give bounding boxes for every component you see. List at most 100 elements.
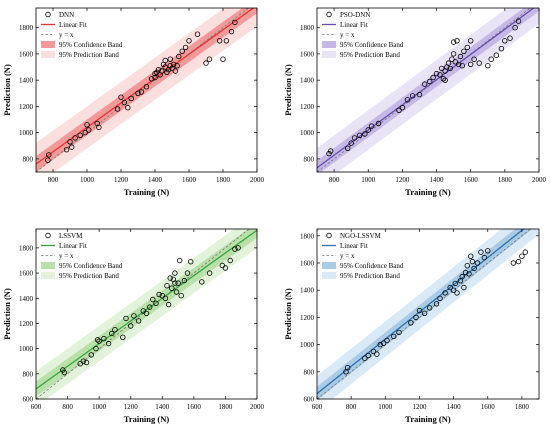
data-point <box>112 327 118 333</box>
legend-label: Linear Fit <box>59 242 87 250</box>
legend-label: 95% Confidence Band <box>59 262 123 270</box>
y-tick-label: 1000 <box>19 129 34 137</box>
x-tick-label: 1400 <box>430 176 445 184</box>
y-tick-label: 800 <box>23 370 34 378</box>
data-point <box>454 290 460 296</box>
data-point <box>223 38 230 44</box>
data-point <box>377 341 383 348</box>
data-point <box>459 273 465 280</box>
data-point <box>228 28 235 35</box>
data-point <box>172 270 178 276</box>
data-point <box>502 38 508 44</box>
data-point <box>471 56 477 62</box>
data-point <box>512 25 518 31</box>
data-point <box>481 254 488 261</box>
data-point <box>118 94 124 100</box>
data-point <box>63 146 70 153</box>
x-tick-label: 1800 <box>498 176 513 184</box>
data-point <box>121 99 128 106</box>
x-tick-label: 1800 <box>216 176 231 184</box>
data-point <box>452 59 458 65</box>
data-point <box>184 270 191 276</box>
data-point <box>485 62 491 69</box>
data-point <box>474 260 481 266</box>
x-tick-label: 800 <box>346 403 357 411</box>
legend-label: y = x <box>59 252 74 260</box>
linear-fit-line <box>317 229 525 395</box>
data-point <box>427 305 433 311</box>
data-point <box>416 91 423 98</box>
legend: NGO-LSSVM Linear Fit y = x 95% Confidence B… <box>322 232 404 280</box>
data-point <box>440 76 447 82</box>
confidence-band <box>36 8 257 172</box>
legend-confidence-swatch <box>41 262 55 269</box>
data-point <box>442 290 448 296</box>
data-point <box>421 310 428 316</box>
data-point <box>365 352 371 359</box>
y-tick-label: 1400 <box>300 287 315 295</box>
data-point <box>176 53 182 60</box>
y-tick-label: 1400 <box>19 295 34 303</box>
y-tick-label: 1400 <box>300 77 315 85</box>
plot-area <box>317 8 539 172</box>
data-point <box>206 270 213 276</box>
data-point <box>404 97 411 103</box>
legend-label: 95% Prediction Band <box>59 51 119 59</box>
confidence-band <box>317 8 539 172</box>
data-point <box>457 53 464 60</box>
data-point <box>468 253 474 259</box>
data-point <box>427 78 433 85</box>
legend: LSSVM Linear Fit y = x 95% Confidence Band 9… <box>41 232 123 280</box>
data-point <box>357 132 363 138</box>
data-point <box>114 106 121 112</box>
y-tick-label: 1600 <box>300 50 315 58</box>
plot-area <box>36 229 257 399</box>
legend-confidence-swatch <box>322 41 336 48</box>
y-tick-label: 1800 <box>300 24 315 32</box>
x-tick-label: 2000 <box>250 176 265 184</box>
data-point <box>135 90 141 96</box>
legend-point-marker <box>45 232 51 239</box>
data-point <box>391 333 397 340</box>
data-point <box>46 152 52 158</box>
x-tick-label: 800 <box>62 403 73 411</box>
data-point <box>396 329 402 336</box>
x-axis-label: Training (N) <box>405 414 451 424</box>
y-tick-label: 1000 <box>300 129 315 137</box>
data-point <box>143 83 150 90</box>
data-point <box>176 257 183 264</box>
data-point <box>478 249 484 255</box>
legend-label: 95% Confidence Band <box>59 41 123 49</box>
legend-label: 95% Prediction Band <box>340 51 400 59</box>
x-tick-label: 1400 <box>148 176 163 184</box>
legend-label: DNN <box>59 11 74 19</box>
data-point <box>155 66 162 73</box>
data-point <box>178 293 184 299</box>
x-axis-label: Training (N) <box>124 414 170 424</box>
y-tick-label: 1200 <box>300 103 315 111</box>
y-tick-label: 1400 <box>19 77 34 85</box>
data-point <box>82 129 88 136</box>
data-point <box>384 337 390 344</box>
data-point <box>127 323 134 329</box>
data-point <box>507 35 513 41</box>
y-axis-label: Prediction (N) <box>2 288 12 340</box>
x-tick-label: 1600 <box>481 403 496 411</box>
plot-area <box>317 229 539 399</box>
panel-3: 600 800 1000 1200 1400 1600 1800 2000 600 800 1000… <box>2 228 265 424</box>
data-point <box>131 313 137 319</box>
data-point <box>169 285 175 291</box>
plot-frame <box>35 7 258 173</box>
data-point <box>345 365 351 371</box>
data-point <box>123 315 129 322</box>
data-point <box>167 62 173 69</box>
panel-4: 600 800 1000 1200 1400 1600 1800 600 800 1000 1200… <box>283 228 540 424</box>
x-tick-label: 600 <box>312 403 323 411</box>
data-point <box>109 330 115 337</box>
data-point <box>437 295 443 302</box>
data-point <box>105 340 112 347</box>
legend-prediction-swatch <box>41 51 55 58</box>
x-tick-label: 1400 <box>155 403 170 411</box>
data-point <box>380 340 387 346</box>
